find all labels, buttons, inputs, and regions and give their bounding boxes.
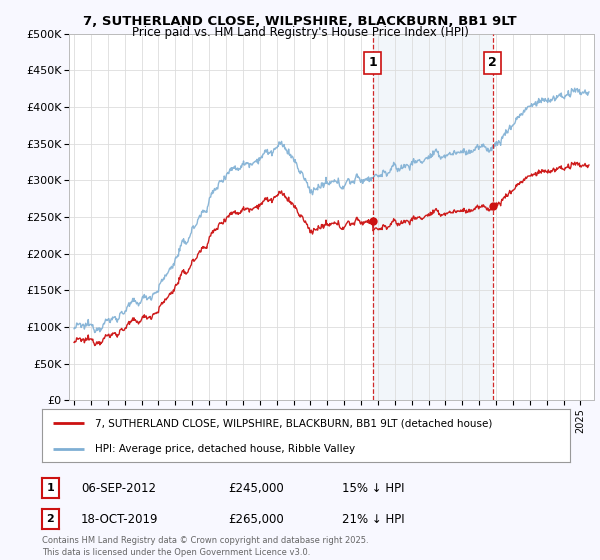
Text: 2: 2 xyxy=(47,514,54,524)
Bar xyxy=(373,34,493,400)
Text: £245,000: £245,000 xyxy=(228,482,284,495)
Text: 1: 1 xyxy=(368,57,377,69)
Text: £265,000: £265,000 xyxy=(228,512,284,526)
Text: 06-SEP-2012: 06-SEP-2012 xyxy=(81,482,156,495)
Text: Price paid vs. HM Land Registry's House Price Index (HPI): Price paid vs. HM Land Registry's House … xyxy=(131,26,469,39)
Text: 15% ↓ HPI: 15% ↓ HPI xyxy=(342,482,404,495)
Text: 2: 2 xyxy=(488,57,497,69)
Text: 18-OCT-2019: 18-OCT-2019 xyxy=(81,512,158,526)
Text: HPI: Average price, detached house, Ribble Valley: HPI: Average price, detached house, Ribb… xyxy=(95,444,355,454)
Text: 7, SUTHERLAND CLOSE, WILPSHIRE, BLACKBURN, BB1 9LT: 7, SUTHERLAND CLOSE, WILPSHIRE, BLACKBUR… xyxy=(83,15,517,27)
Text: 7, SUTHERLAND CLOSE, WILPSHIRE, BLACKBURN, BB1 9LT (detached house): 7, SUTHERLAND CLOSE, WILPSHIRE, BLACKBUR… xyxy=(95,418,492,428)
Text: 21% ↓ HPI: 21% ↓ HPI xyxy=(342,512,404,526)
Text: 1: 1 xyxy=(47,483,54,493)
Text: Contains HM Land Registry data © Crown copyright and database right 2025.
This d: Contains HM Land Registry data © Crown c… xyxy=(42,536,368,557)
